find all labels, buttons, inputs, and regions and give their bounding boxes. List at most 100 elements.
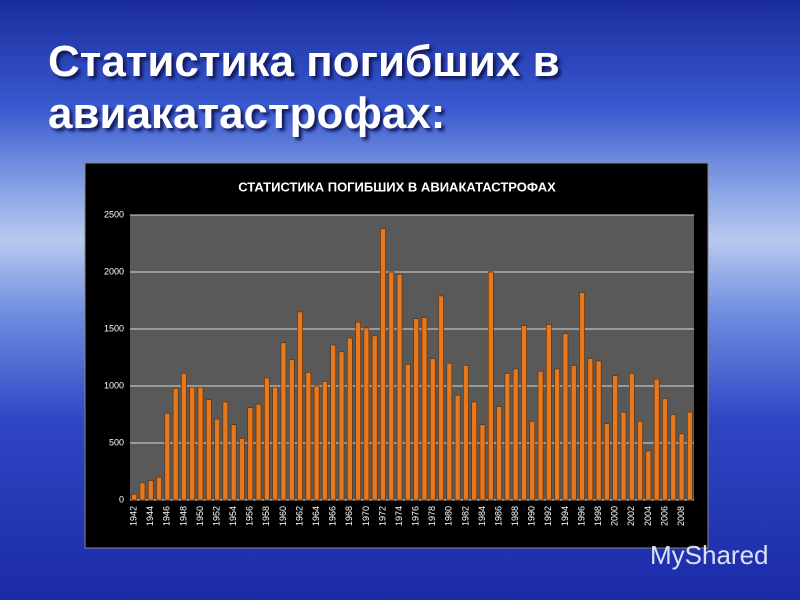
x-tick-label: 1958 (261, 506, 271, 526)
bar (239, 438, 245, 501)
bar (280, 342, 287, 501)
bar (355, 321, 361, 501)
bar (587, 358, 594, 501)
x-tick-label: 1992 (543, 506, 553, 526)
x-tick-label: 1998 (593, 506, 603, 526)
bar (678, 433, 685, 501)
bar (504, 373, 511, 501)
x-tick-label: 1984 (477, 506, 487, 526)
x-tick-label: 1942 (129, 506, 139, 526)
y-tick-label: 1000 (104, 380, 124, 390)
x-tick-label: 1994 (560, 506, 570, 526)
x-tick-label: 1966 (328, 506, 338, 526)
bar (637, 421, 643, 501)
bar (147, 480, 154, 501)
x-tick-label: 2000 (610, 506, 620, 526)
bar (546, 324, 552, 501)
bar (247, 407, 254, 501)
x-tick-label: 1944 (145, 506, 155, 526)
bar (612, 375, 619, 501)
bar (570, 365, 577, 501)
bar (181, 373, 187, 501)
bar (189, 386, 196, 501)
bar (645, 450, 652, 501)
bar (164, 413, 171, 501)
bar (471, 401, 478, 501)
bar (363, 327, 370, 501)
bar (313, 385, 320, 501)
bar (463, 365, 469, 501)
bar (405, 364, 411, 501)
x-tick-label: 1974 (394, 506, 404, 526)
x-tick-label: 1986 (493, 506, 503, 526)
x-tick-label: 2004 (643, 506, 653, 526)
bar (579, 292, 585, 501)
chart-title: СТАТИСТИКА ПОГИБШИХ В АВИАКАТАСТРОФАХ (238, 179, 556, 194)
x-tick-label: 1990 (527, 506, 537, 526)
x-tick-label: 1980 (444, 506, 454, 526)
x-tick-label: 1968 (344, 506, 354, 526)
bar (396, 273, 403, 501)
x-tick-label: 1952 (211, 506, 221, 526)
bar (529, 421, 536, 501)
bar (512, 368, 519, 501)
bar (214, 418, 220, 501)
x-tick-label: 1970 (361, 506, 371, 526)
x-tick-label: 2002 (626, 506, 636, 526)
bar (264, 377, 270, 501)
x-tick-label: 1946 (162, 506, 172, 526)
x-tick-label: 1988 (510, 506, 520, 526)
bar (388, 271, 395, 501)
bar (562, 333, 569, 501)
bar (687, 411, 693, 501)
x-tick-label: 1956 (245, 506, 255, 526)
bar (653, 378, 660, 501)
bar (628, 373, 635, 501)
bar (537, 370, 544, 501)
bar (197, 386, 204, 501)
bar (338, 351, 345, 501)
x-tick-label: 2006 (659, 506, 669, 526)
bar (346, 337, 353, 501)
bar (438, 295, 444, 501)
x-tick-label: 1982 (460, 506, 470, 526)
bar (297, 311, 303, 501)
y-tick-label: 500 (109, 437, 124, 447)
bar (288, 359, 295, 501)
bar (496, 406, 502, 501)
bar (413, 318, 419, 501)
x-tick-label: 1948 (178, 506, 188, 526)
x-tick-label: 1962 (294, 506, 304, 526)
bar (230, 424, 237, 501)
bar (487, 271, 494, 501)
x-tick-label: 1996 (576, 506, 586, 526)
bar (620, 411, 627, 501)
x-tick-label: 1972 (377, 506, 387, 526)
slide-title: Статистика погибших в авиакатастрофах: (48, 37, 560, 138)
x-tick-label: 2008 (676, 506, 686, 526)
bar (604, 423, 610, 501)
y-tick-label: 1500 (104, 323, 124, 333)
bar (222, 401, 229, 501)
x-tick-label: 1976 (411, 506, 421, 526)
bar (305, 372, 312, 501)
bar (272, 386, 278, 501)
y-tick-label: 2000 (104, 266, 124, 276)
bar (421, 317, 428, 501)
bar (595, 360, 602, 501)
y-tick-label: 0 (119, 494, 124, 504)
bar (205, 399, 212, 501)
bar (380, 228, 386, 501)
bar (330, 344, 337, 501)
x-tick-label: 1978 (427, 506, 437, 526)
bar (662, 398, 668, 501)
x-tick-label: 1954 (228, 506, 238, 526)
x-tick-label: 1950 (195, 506, 205, 526)
x-tick-label: 1960 (278, 506, 288, 526)
watermark: MyShared (650, 540, 769, 570)
bar (454, 394, 461, 501)
bar (429, 358, 436, 501)
bar (554, 368, 560, 501)
